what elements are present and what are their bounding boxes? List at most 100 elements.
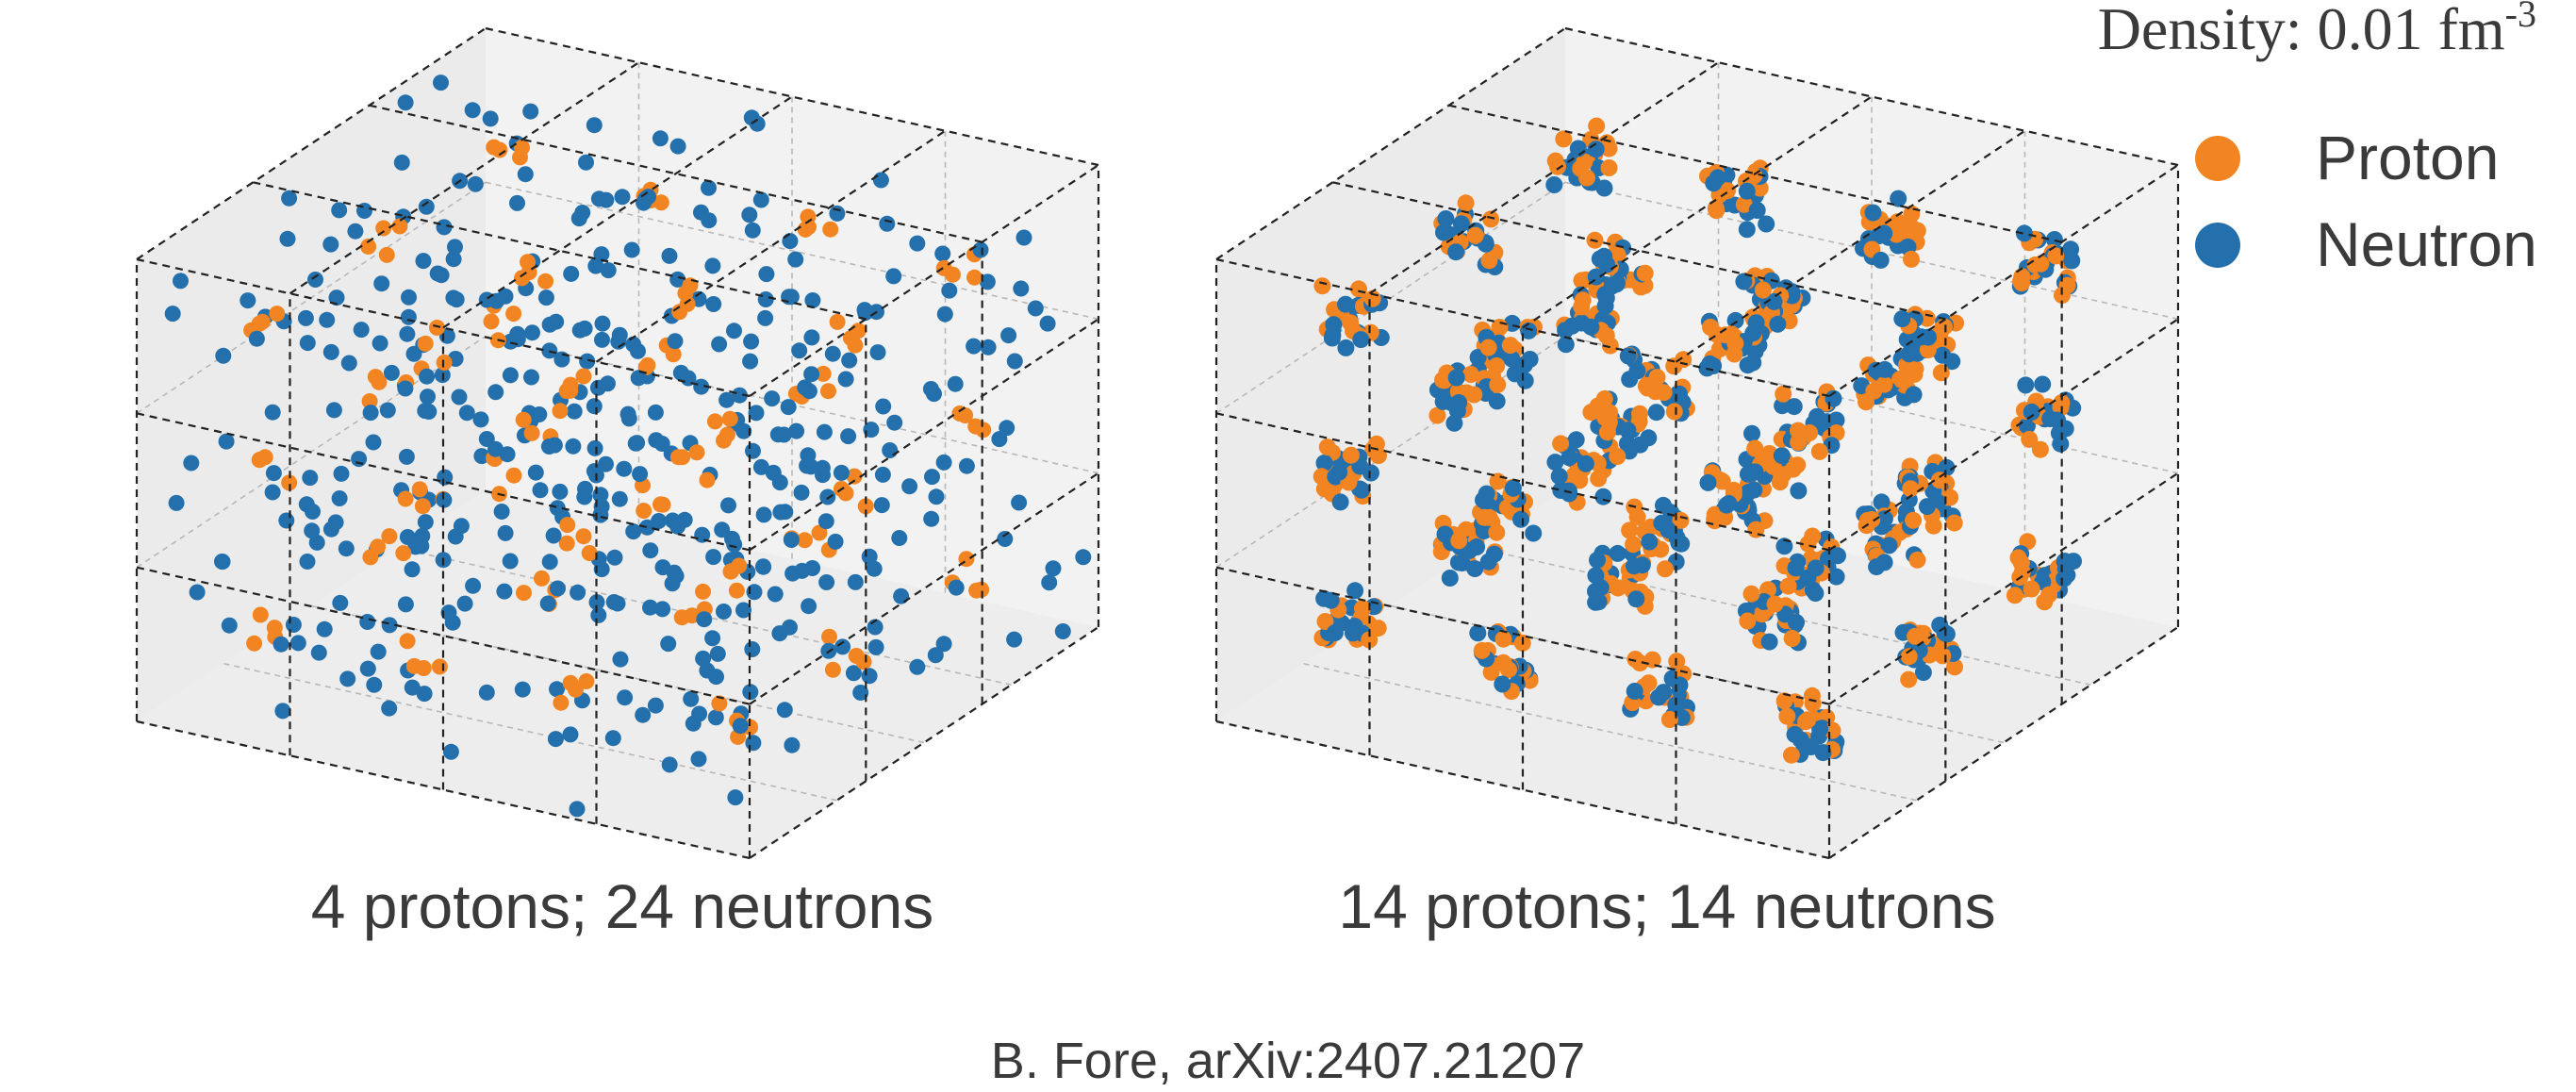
- neutron-dot: [566, 403, 583, 420]
- neutron-dot: [847, 573, 864, 590]
- neutron-dot: [804, 292, 821, 308]
- proton-dot: [567, 681, 584, 698]
- neutron-dot: [856, 302, 873, 319]
- neutron-dot: [218, 433, 235, 450]
- proton-dot: [1754, 281, 1772, 299]
- proton-dot: [1631, 654, 1649, 672]
- neutron-dot: [1315, 589, 1333, 607]
- proton-dot: [514, 140, 530, 156]
- proton-dot: [1342, 314, 1360, 332]
- neutron-dot: [497, 288, 514, 305]
- neutron-dot: [1765, 292, 1783, 310]
- right-panel-caption: 14 protons; 14 neutrons: [1338, 871, 1995, 941]
- proton-dot: [552, 403, 569, 420]
- neutron-dot: [399, 529, 416, 545]
- neutron-dot: [464, 102, 481, 119]
- neutron-dot: [1054, 623, 1071, 639]
- neutron-dot: [588, 594, 605, 611]
- neutron-dot: [1557, 336, 1575, 354]
- proton-dot: [1779, 577, 1797, 595]
- neutron-dot: [1653, 514, 1671, 532]
- neutron-dot: [614, 189, 631, 206]
- neutron-dot: [1453, 554, 1471, 571]
- neutron-dot: [1485, 545, 1503, 563]
- neutron-dot: [458, 405, 475, 422]
- neutron-dot: [164, 306, 181, 323]
- proton-dot: [414, 498, 431, 515]
- neutron-dot: [720, 497, 736, 514]
- neutron-dot: [366, 676, 383, 693]
- proton-dot: [246, 635, 263, 652]
- neutron-dot: [215, 347, 232, 364]
- neutron-dot: [590, 190, 607, 207]
- neutron-dot: [381, 617, 398, 634]
- neutron-dot: [401, 289, 417, 306]
- neutron-dot: [550, 580, 566, 597]
- neutron-dot: [816, 423, 833, 440]
- proton-dot: [1369, 620, 1387, 637]
- proton-dot: [1488, 523, 1506, 541]
- proton-dot: [1725, 481, 1742, 499]
- neutron-dot: [1545, 176, 1563, 193]
- neutron-dot: [502, 367, 519, 384]
- neutron-dot: [1893, 310, 1911, 328]
- neutron-dot: [285, 617, 302, 633]
- neutron-dot: [769, 426, 786, 443]
- neutron-dot: [308, 534, 325, 551]
- neutron-dot: [1598, 256, 1616, 273]
- proton-dot: [360, 239, 377, 255]
- proton-dot: [1735, 195, 1753, 213]
- neutron-dot: [420, 389, 436, 405]
- neutron-dot: [676, 511, 693, 528]
- proton-dot: [553, 694, 570, 711]
- neutron-dot: [616, 460, 633, 477]
- neutron-dot: [552, 483, 569, 500]
- neutron-dot: [1027, 300, 1044, 317]
- proton-dot: [966, 269, 983, 286]
- neutron-dot: [339, 670, 356, 687]
- neutron-dot: [752, 458, 769, 475]
- neutron-dot: [404, 561, 421, 578]
- neutron-dot: [891, 530, 908, 546]
- proton-dot: [378, 246, 395, 263]
- right-simulation-box: [1214, 26, 2180, 860]
- neutron-dot: [590, 606, 607, 623]
- neutron-dot: [2041, 410, 2059, 428]
- neutron-dot: [381, 700, 398, 717]
- neutron-dot: [780, 399, 797, 416]
- neutron-dot: [524, 324, 540, 341]
- neutron-dot: [419, 368, 436, 385]
- neutron-dot: [1699, 473, 1717, 491]
- proton-dot: [252, 451, 269, 468]
- proton-dot: [1342, 446, 1360, 464]
- neutron-dot: [400, 308, 417, 325]
- legend: Proton Neutron: [2195, 123, 2537, 279]
- neutron-dot: [482, 110, 499, 127]
- neutron-dot: [834, 638, 851, 655]
- proton-dot: [2013, 274, 2031, 292]
- proton-dot: [537, 273, 554, 290]
- neutron-dot: [827, 533, 844, 550]
- neutron-dot: [873, 497, 890, 514]
- proton-dot: [699, 472, 716, 488]
- proton-dot: [2032, 255, 2050, 273]
- proton-dot: [1656, 560, 1674, 578]
- proton-dot: [1482, 210, 1500, 228]
- neutron-dot: [586, 439, 603, 456]
- neutron-dot: [429, 265, 446, 282]
- neutron-dot: [1626, 683, 1643, 700]
- neutron-dot: [571, 322, 588, 339]
- neutron-dot: [1560, 485, 1578, 503]
- proton-dot: [2023, 580, 2040, 598]
- neutron-dot: [570, 210, 587, 227]
- box-edges: [135, 26, 1100, 860]
- proton-dot: [1549, 157, 1566, 175]
- proton-dot: [1609, 448, 1627, 466]
- neutron-dot: [272, 636, 289, 653]
- credit-text: B. Fore, arXiv:2407.21207: [991, 1033, 1585, 1089]
- neutron-dot: [704, 630, 721, 647]
- legend-neutron-marker: [2195, 223, 2240, 268]
- neutron-dot: [922, 381, 939, 397]
- neutron-dot: [598, 455, 614, 472]
